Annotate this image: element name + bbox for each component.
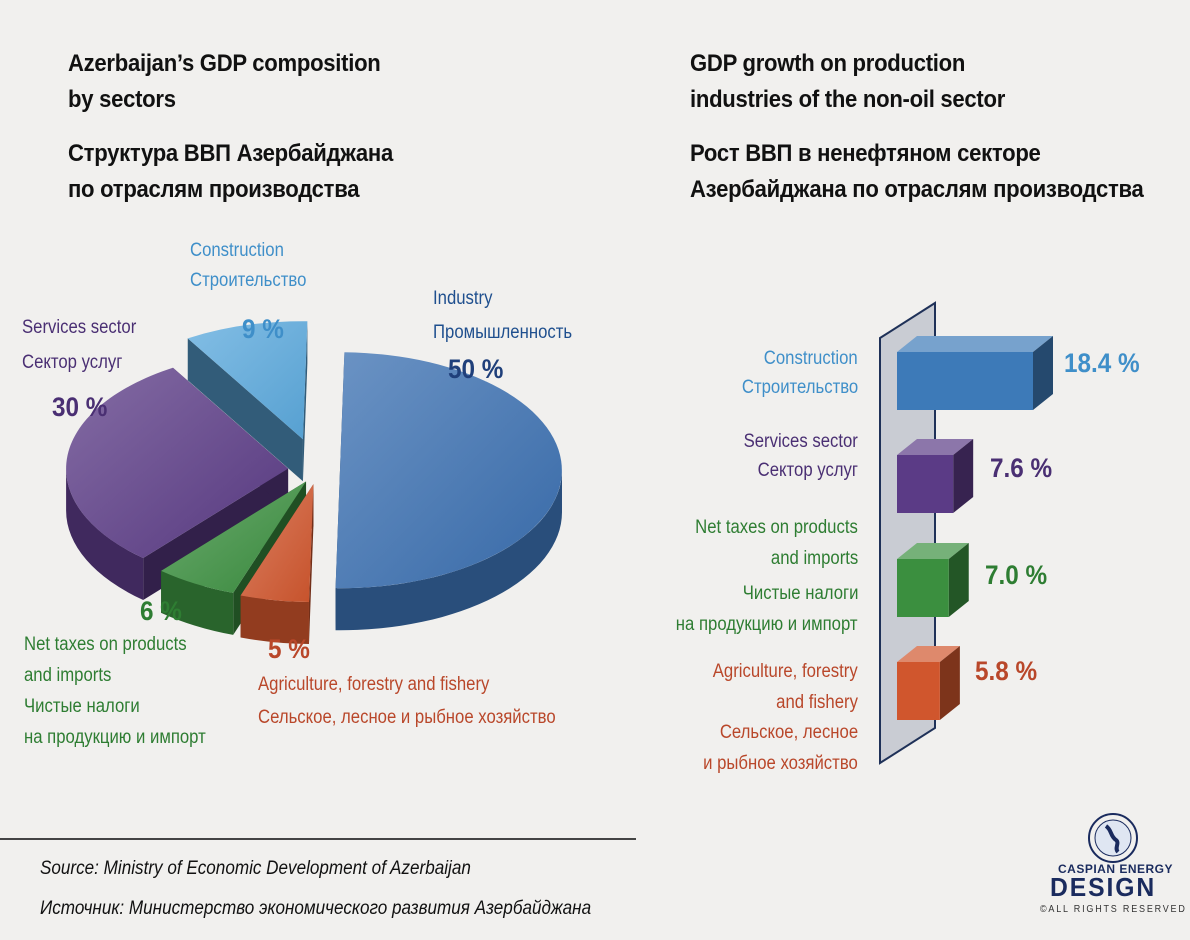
pie-label-taxes-ru2: на продукцию и импорт	[24, 727, 206, 748]
logo-line1: CASPIAN ENERGY	[1058, 862, 1174, 876]
pie-label-construction-ru: Строительство	[190, 270, 307, 291]
pie-label-taxes-en1: Net taxes on products	[24, 634, 187, 655]
pie-label-services-en: Services sector	[22, 317, 137, 338]
pie-label-construction-en: Construction	[190, 240, 284, 261]
pie-label-agriculture-ru: Сельское, лесное и рыбное хозяйство	[258, 707, 556, 728]
pie-label-services-ru: Сектор услуг	[22, 352, 123, 373]
bar-taxes	[897, 543, 969, 617]
source-ru: Источник: Министерство экономического ра…	[40, 898, 592, 919]
bar-title-en-line2: industries of the non-oil sector	[690, 86, 1006, 113]
bar-label-services-en: Services sector	[743, 431, 858, 452]
pie-pct-industry: 50 %	[448, 354, 504, 384]
pie-slice-construction	[187, 321, 308, 482]
caspian-energy-logo: CASPIAN ENERGY DESIGN ©ALL RIGHTS RESERV…	[1040, 812, 1190, 932]
pie-label-industry-ru: Промышленность	[433, 322, 573, 343]
bar-chart	[879, 301, 1053, 765]
bar-label-agriculture-en1: Agriculture, forestry	[713, 661, 858, 682]
bar-label-agriculture-ru1: Сельское, лесное	[719, 722, 858, 743]
bar-pct-taxes: 7.0 %	[985, 560, 1048, 590]
bar-title-ru-line1: Рост ВВП в ненефтяном секторе	[690, 140, 1041, 167]
pie-label-industry-en: Industry	[433, 288, 493, 309]
bar-pct-agriculture: 5.8 %	[975, 656, 1038, 686]
bar-label-services-ru: Сектор услуг	[757, 460, 858, 481]
bar-agriculture	[897, 646, 960, 720]
bar-services	[897, 439, 974, 513]
bar-pct-construction: 18.4 %	[1064, 348, 1140, 378]
pie-title-ru-line2: по отраслям производства	[68, 176, 360, 203]
pie-label-agriculture-en: Agriculture, forestry and fishery	[258, 674, 490, 695]
bar-construction	[897, 336, 1053, 410]
source-en: Source: Ministry of Economic Development…	[40, 858, 471, 879]
bar-title-ru-line2: Азербайджана по отраслям производства	[690, 176, 1144, 203]
logo-line2: DESIGN	[1050, 872, 1157, 902]
bar-label-construction-ru: Строительство	[741, 377, 858, 398]
bar-label-taxes-en1: Net taxes on products	[695, 517, 858, 538]
pie-pct-services: 30 %	[52, 392, 108, 422]
footer-divider	[0, 838, 636, 840]
bar-title-en-line1: GDP growth on production	[690, 50, 966, 77]
bar-label-taxes-ru2: на продукцию и импорт	[676, 614, 858, 635]
bar-label-agriculture-ru2: и рыбное хозяйство	[703, 753, 858, 774]
pie-slice-industry	[335, 352, 562, 631]
pie-label-taxes-ru1: Чистые налоги	[24, 696, 140, 717]
pie-pct-agriculture: 5 %	[268, 634, 310, 664]
pie-slice-agriculture	[240, 484, 314, 645]
bar-label-construction-en: Construction	[764, 348, 858, 369]
logo-rights: ©ALL RIGHTS RESERVED	[1040, 904, 1187, 915]
pie-title-ru-line1: Структура ВВП Азербайджана	[68, 140, 393, 167]
bar-pct-services: 7.6 %	[990, 453, 1053, 483]
pie-pct-taxes: 6 %	[140, 596, 182, 626]
bar-label-taxes-ru1: Чистые налоги	[742, 583, 858, 604]
bar-label-agriculture-en2: and fishery	[776, 692, 858, 713]
globe-emblem-icon	[1088, 813, 1138, 863]
pie-pct-construction: 9 %	[242, 314, 284, 344]
pie-title-en-line1: Azerbaijan’s GDP composition	[68, 50, 381, 77]
pie-title-en-line2: by sectors	[68, 86, 176, 113]
pie-label-taxes-en2: and imports	[24, 665, 112, 686]
pie-chart	[66, 321, 562, 645]
bar-label-taxes-en2: and imports	[770, 548, 858, 569]
